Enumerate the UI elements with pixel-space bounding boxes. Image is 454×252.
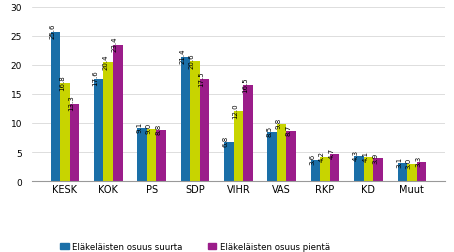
Text: 3.0: 3.0	[406, 157, 412, 168]
Text: 9.1: 9.1	[136, 122, 142, 133]
Bar	[364, 158, 373, 181]
Text: 3.6: 3.6	[310, 153, 316, 165]
Bar	[311, 161, 321, 181]
Text: 16.5: 16.5	[242, 77, 248, 92]
Bar	[398, 164, 407, 181]
Bar	[147, 129, 156, 181]
Bar	[330, 154, 340, 181]
Text: 25.6: 25.6	[49, 24, 55, 39]
Text: 20.6: 20.6	[189, 53, 195, 68]
Text: 13.3: 13.3	[69, 95, 74, 111]
Bar	[181, 57, 190, 181]
Text: 3.1: 3.1	[396, 156, 402, 168]
Text: 20.4: 20.4	[102, 54, 108, 70]
Bar	[137, 129, 147, 181]
Bar	[94, 79, 104, 181]
Bar	[224, 142, 233, 181]
Bar	[417, 162, 426, 181]
Bar	[277, 125, 286, 181]
Bar	[50, 33, 60, 181]
Bar	[156, 131, 166, 181]
Bar	[286, 131, 296, 181]
Bar	[243, 86, 253, 181]
Bar	[267, 132, 277, 181]
Bar	[233, 112, 243, 181]
Bar	[60, 84, 69, 181]
Text: 17.5: 17.5	[198, 71, 204, 86]
Bar	[190, 62, 200, 181]
Text: 8.8: 8.8	[155, 123, 161, 135]
Bar	[354, 156, 364, 181]
Bar	[321, 157, 330, 181]
Text: 4.1: 4.1	[362, 151, 369, 162]
Text: 23.4: 23.4	[112, 37, 118, 52]
Text: 9.8: 9.8	[276, 118, 282, 129]
Text: 4.2: 4.2	[319, 150, 325, 161]
Text: 16.8: 16.8	[59, 75, 65, 90]
Bar	[200, 80, 209, 181]
Text: 17.6: 17.6	[93, 70, 99, 86]
Text: 8.5: 8.5	[266, 125, 272, 136]
Bar	[113, 46, 123, 181]
Bar	[104, 63, 113, 181]
Text: 8.7: 8.7	[285, 124, 291, 135]
Bar	[69, 104, 79, 181]
Text: 21.4: 21.4	[179, 48, 185, 64]
Text: 3.9: 3.9	[372, 152, 378, 163]
Text: 6.8: 6.8	[223, 135, 229, 146]
Legend: Eläkeläisten osuus suurta, Eläkeläisten osuus keskitasoa, Eläkeläisten osuus pie: Eläkeläisten osuus suurta, Eläkeläisten …	[57, 238, 333, 252]
Bar	[373, 159, 383, 181]
Text: 9.0: 9.0	[146, 122, 152, 133]
Bar	[407, 164, 417, 181]
Text: 12.0: 12.0	[232, 103, 238, 118]
Text: 4.7: 4.7	[329, 147, 335, 158]
Text: 4.3: 4.3	[353, 149, 359, 161]
Text: 3.3: 3.3	[415, 155, 421, 167]
